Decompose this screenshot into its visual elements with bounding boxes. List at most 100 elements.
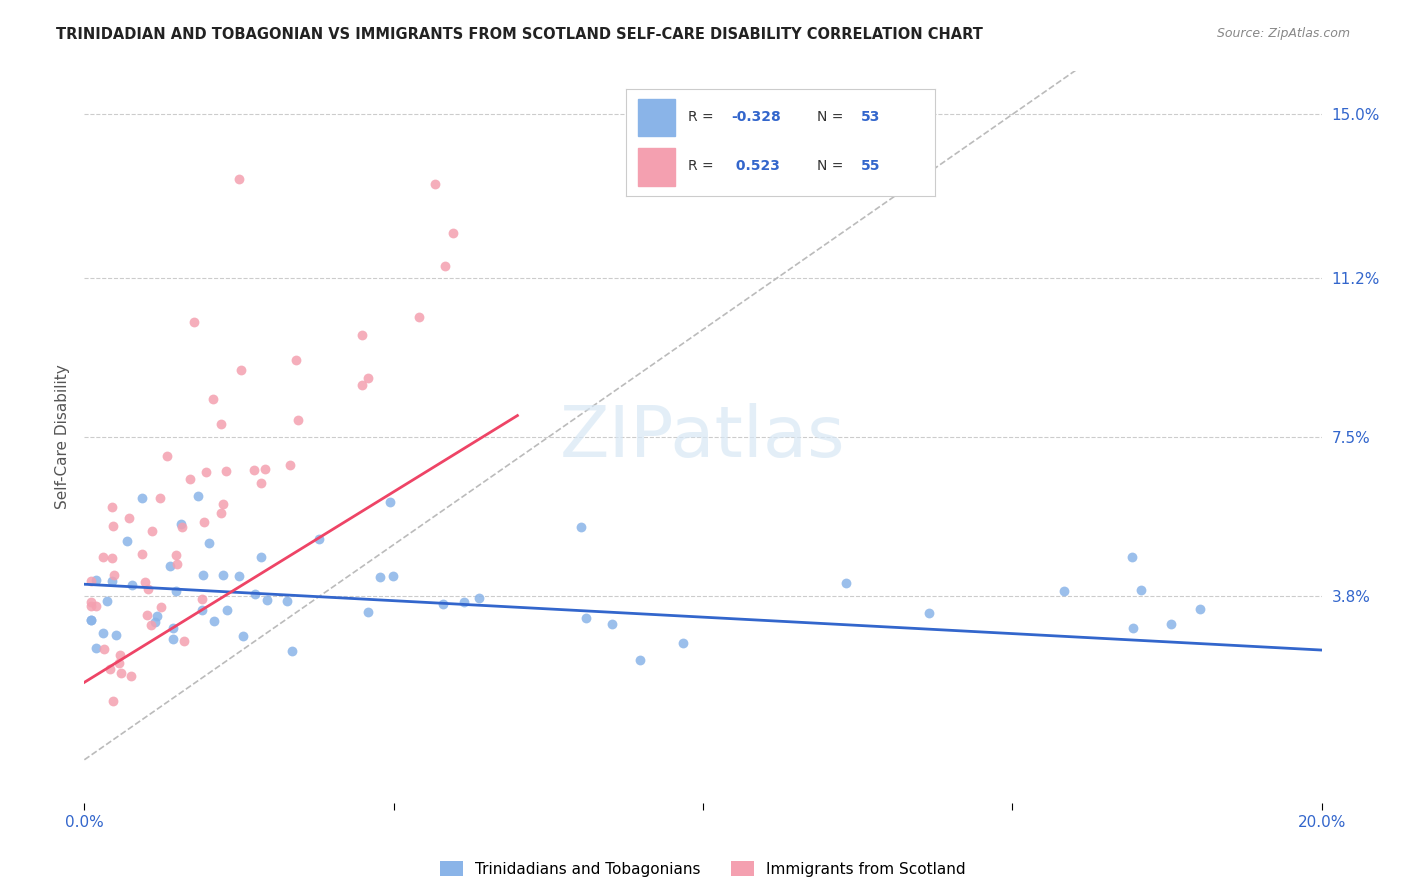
Point: [134, 575, 156, 590]
Y-axis label: Self-Care Disability: Self-Care Disability: [55, 365, 70, 509]
Point: [159, 558, 181, 573]
Point: [280, 458, 302, 472]
Point: [145, 608, 167, 623]
Point: [100, 550, 122, 565]
Point: [370, 570, 392, 584]
Point: [202, 614, 225, 628]
Point: [468, 591, 491, 605]
Point: [101, 500, 124, 514]
Point: [382, 569, 405, 583]
Point: [103, 519, 125, 533]
Point: [254, 462, 277, 476]
Point: [202, 392, 225, 407]
Point: [183, 315, 205, 329]
Point: [209, 417, 232, 431]
Point: [228, 172, 250, 186]
Point: [80, 595, 103, 609]
Point: [441, 226, 464, 240]
Text: N =: N =: [817, 160, 848, 173]
Point: [165, 548, 187, 562]
Point: [162, 621, 184, 635]
Text: TRINIDADIAN AND TOBAGONIAN VS IMMIGRANTS FROM SCOTLAND SELF-CARE DISABILITY CORR: TRINIDADIAN AND TOBAGONIAN VS IMMIGRANTS…: [56, 27, 983, 42]
Point: [835, 575, 858, 590]
Point: [115, 534, 138, 549]
Point: [357, 371, 380, 385]
Point: [284, 353, 307, 368]
Point: [101, 694, 124, 708]
Point: [378, 494, 401, 508]
Text: 55: 55: [860, 160, 880, 173]
Point: [193, 567, 215, 582]
Point: [170, 516, 193, 531]
Point: [212, 568, 235, 582]
Text: R =: R =: [688, 160, 717, 173]
Point: [131, 548, 153, 562]
Point: [108, 648, 131, 662]
Text: 0.523: 0.523: [731, 160, 780, 173]
Point: [91, 625, 114, 640]
Point: [1052, 584, 1074, 599]
Point: [139, 618, 162, 632]
Point: [143, 615, 166, 629]
Point: [110, 665, 132, 680]
Point: [1130, 582, 1153, 597]
Point: [600, 616, 623, 631]
Point: [1160, 617, 1182, 632]
Point: [217, 603, 239, 617]
Text: -0.328: -0.328: [731, 110, 780, 124]
Point: [149, 491, 172, 505]
Point: [215, 464, 238, 478]
Point: [120, 669, 142, 683]
Point: [165, 584, 187, 599]
Point: [231, 363, 253, 377]
Point: [103, 567, 125, 582]
Point: [232, 629, 254, 643]
Point: [136, 582, 159, 596]
Point: [156, 449, 179, 463]
Point: [96, 594, 118, 608]
Point: [569, 519, 592, 533]
Point: [179, 472, 201, 486]
Text: N =: N =: [817, 110, 848, 124]
Point: [170, 520, 193, 534]
Point: [195, 465, 218, 479]
Point: [84, 574, 107, 588]
Point: [228, 569, 250, 583]
Point: [187, 489, 209, 503]
Point: [121, 578, 143, 592]
Text: R =: R =: [688, 110, 717, 124]
Point: [190, 603, 212, 617]
Point: [173, 634, 195, 648]
Point: [84, 599, 107, 613]
Point: [98, 662, 121, 676]
Point: [104, 628, 127, 642]
Point: [212, 497, 235, 511]
Point: [166, 557, 188, 571]
Point: [79, 574, 101, 589]
Text: ZIPatlas: ZIPatlas: [560, 402, 846, 472]
Point: [432, 597, 454, 611]
Point: [117, 510, 139, 524]
Point: [245, 587, 267, 601]
Point: [162, 632, 184, 647]
Text: 53: 53: [860, 110, 880, 124]
Point: [209, 506, 232, 520]
Point: [193, 515, 215, 529]
Point: [1121, 549, 1143, 564]
Point: [131, 491, 153, 505]
Point: [308, 532, 330, 546]
Point: [628, 653, 651, 667]
Point: [276, 593, 298, 607]
Point: [100, 574, 122, 589]
Point: [108, 656, 131, 670]
Bar: [638, 99, 675, 136]
Point: [250, 549, 273, 564]
Point: [453, 594, 475, 608]
Point: [79, 613, 101, 627]
Point: [84, 640, 107, 655]
Point: [575, 611, 598, 625]
Point: [191, 592, 214, 607]
Legend: Trinidadians and Tobagonians, Immigrants from Scotland: Trinidadians and Tobagonians, Immigrants…: [434, 855, 972, 883]
Point: [149, 600, 172, 615]
Bar: [638, 148, 675, 186]
